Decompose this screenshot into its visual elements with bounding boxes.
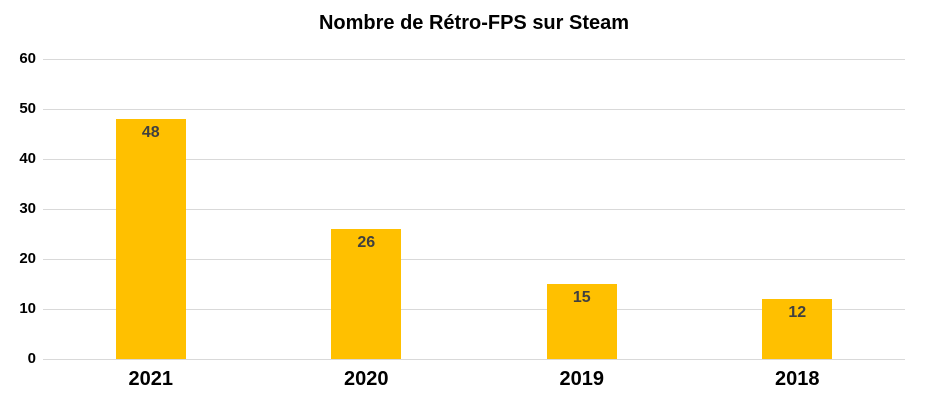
x-axis-category-label: 2021: [128, 368, 174, 390]
bar-data-label: 12: [788, 304, 807, 321]
y-axis-tick-label: 10: [19, 300, 36, 317]
x-axis-category-label: 2020: [344, 368, 389, 390]
y-axis-tick-label: 40: [19, 150, 36, 167]
gridline: [43, 59, 905, 60]
gridline: [43, 259, 905, 260]
gridline: [43, 209, 905, 210]
gridline: [43, 309, 905, 310]
y-axis-tick-label: 30: [19, 200, 36, 217]
y-axis-tick-label: 60: [19, 50, 36, 67]
gridline: [43, 109, 905, 110]
gridline: [43, 359, 905, 360]
gridline: [43, 159, 905, 160]
bar-2020: 26: [331, 229, 402, 359]
y-axis-tick-label: 20: [19, 250, 36, 267]
bar-2021: 48: [115, 119, 186, 359]
bar-data-label: 26: [357, 234, 376, 251]
chart-title: Nombre de Rétro-FPS sur Steam: [318, 12, 630, 34]
plot-area: 48 26 15 12: [43, 59, 905, 360]
y-axis-tick-label: 0: [27, 350, 36, 367]
bar-data-label: 15: [572, 289, 591, 306]
bar-2018: 12: [762, 299, 833, 359]
x-axis-category-label: 2019: [559, 368, 605, 390]
bar-2019: 15: [546, 284, 617, 359]
bar-data-label: 48: [141, 124, 160, 141]
x-axis-category-label: 2018: [775, 368, 820, 390]
y-axis-tick-label: 50: [19, 100, 36, 117]
